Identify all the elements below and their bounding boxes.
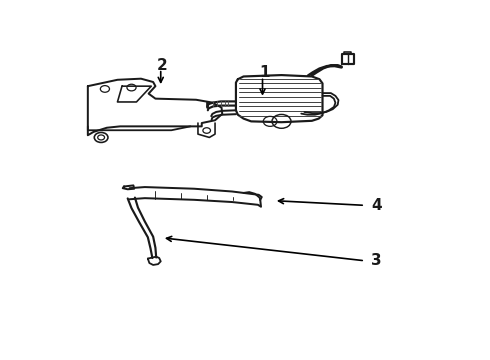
Text: 4: 4 bbox=[371, 198, 382, 213]
Text: 3: 3 bbox=[371, 253, 382, 268]
Text: 2: 2 bbox=[156, 58, 167, 73]
Text: 1: 1 bbox=[259, 65, 270, 80]
